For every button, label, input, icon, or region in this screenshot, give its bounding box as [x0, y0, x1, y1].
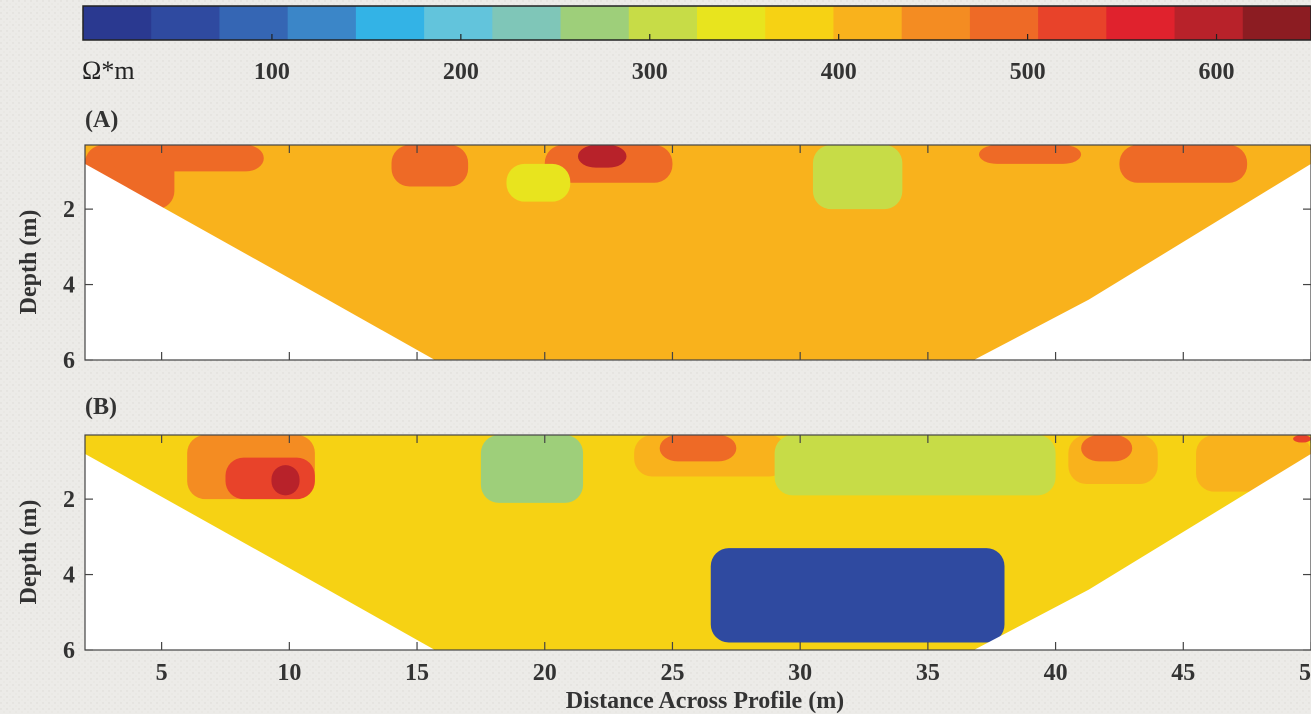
colorbar-tick-label: 500 — [1010, 59, 1046, 85]
colorbar-cell — [287, 6, 357, 40]
panel-b-frame — [84, 434, 1311, 651]
y-tick-label: 6 — [63, 348, 75, 374]
resistivity-anomaly — [1293, 435, 1311, 443]
colorbar-cell — [1106, 6, 1176, 40]
resistivity-anomaly — [978, 145, 1082, 164]
colorbar-tick-label: 100 — [254, 59, 290, 85]
resistivity-anomaly — [506, 163, 571, 202]
panel-a-ylabel: Depth (m) — [16, 210, 42, 315]
x-tick-label: 40 — [1044, 660, 1068, 686]
colorbar-gradient — [83, 6, 1311, 40]
colorbar-tick-label: 200 — [443, 59, 479, 85]
panel-b-plot — [85, 435, 1311, 650]
colorbar-cell — [560, 6, 630, 40]
colorbar-cell — [492, 6, 562, 40]
panel-a-field — [85, 145, 1311, 360]
resistivity-anomaly — [812, 145, 903, 210]
panel-b-field — [85, 435, 1311, 650]
colorbar-cell — [424, 6, 493, 40]
resistivity-anomaly — [577, 145, 627, 168]
colorbar-cell — [151, 6, 221, 40]
no-data-mask-right — [973, 453, 1311, 650]
panel-b-axes: 2 4 6 5 10 15 20 25 30 35 40 45 50 — [63, 435, 1311, 686]
x-tick-label: 20 — [533, 660, 557, 686]
panel-a-axes: 2 4 6 — [63, 145, 1311, 374]
x-tick-label: 35 — [916, 660, 940, 686]
colorbar-frame — [82, 5, 1311, 41]
resistivity-anomaly — [391, 145, 469, 187]
colorbar-cell — [628, 6, 698, 40]
resistivity-anomaly — [110, 145, 264, 172]
panel-a-frame — [84, 144, 1311, 361]
panel-b: (B) 2 4 6 5 10 15 20 25 30 35 40 45 50 Depth (m) Dis… — [16, 394, 1311, 714]
x-tick-label: 25 — [660, 660, 684, 686]
colorbar-cell — [1174, 6, 1244, 40]
resistivity-anomaly — [1081, 435, 1133, 462]
no-data-mask-right — [973, 163, 1311, 360]
x-tick-label: 5 — [156, 660, 168, 686]
panel-a-plot — [85, 145, 1311, 360]
x-tick-label: 10 — [277, 660, 301, 686]
resistivity-anomaly — [659, 435, 737, 462]
colorbar: 100 200 300 400 500 600 Ω*m — [82, 5, 1311, 85]
colorbar-cell — [219, 6, 289, 40]
colorbar-cell — [901, 6, 971, 40]
colorbar-cell — [1242, 6, 1311, 40]
no-data-mask-left — [85, 453, 435, 650]
no-data-mask-left — [85, 163, 435, 360]
y-tick-label: 4 — [63, 563, 75, 589]
x-tick-label: 50 — [1299, 660, 1311, 686]
colorbar-unit: Ω*m — [82, 56, 135, 85]
colorbar-cell — [1038, 6, 1107, 40]
colorbar-tick-label: 300 — [632, 59, 668, 85]
panel-a-label: (A) — [85, 107, 118, 133]
resistivity-anomaly — [480, 435, 584, 503]
y-tick-label: 2 — [63, 487, 75, 513]
colorbar-cell — [355, 6, 425, 40]
panel-b-label: (B) — [85, 394, 117, 420]
x-tick-label: 15 — [405, 660, 429, 686]
panel-a: (A) 2 4 6 Depth (m) — [16, 107, 1311, 374]
panel-b-ylabel: Depth (m) — [16, 500, 42, 605]
colorbar-cell — [969, 6, 1039, 40]
resistivity-anomaly — [271, 465, 300, 496]
x-tick-label: 30 — [788, 660, 812, 686]
panel-b-xlabel: Distance Across Profile (m) — [566, 688, 844, 714]
colorbar-ticks: 100 200 300 400 500 600 — [254, 34, 1235, 85]
x-tick-label: 45 — [1171, 660, 1195, 686]
colorbar-cell — [765, 6, 835, 40]
colorbar-cell — [83, 6, 152, 40]
y-tick-label: 6 — [63, 638, 75, 664]
resistivity-anomaly — [774, 435, 1056, 496]
resistivity-anomaly — [225, 457, 315, 500]
colorbar-cell — [697, 6, 766, 40]
colorbar-tick-label: 400 — [821, 59, 857, 85]
colorbar-cell — [833, 6, 903, 40]
resistivity-anomaly — [1119, 145, 1248, 183]
resistivity-anomaly — [710, 548, 1005, 643]
colorbar-tick-label: 600 — [1199, 59, 1235, 85]
y-tick-label: 4 — [63, 273, 75, 299]
y-tick-label: 2 — [63, 197, 75, 223]
